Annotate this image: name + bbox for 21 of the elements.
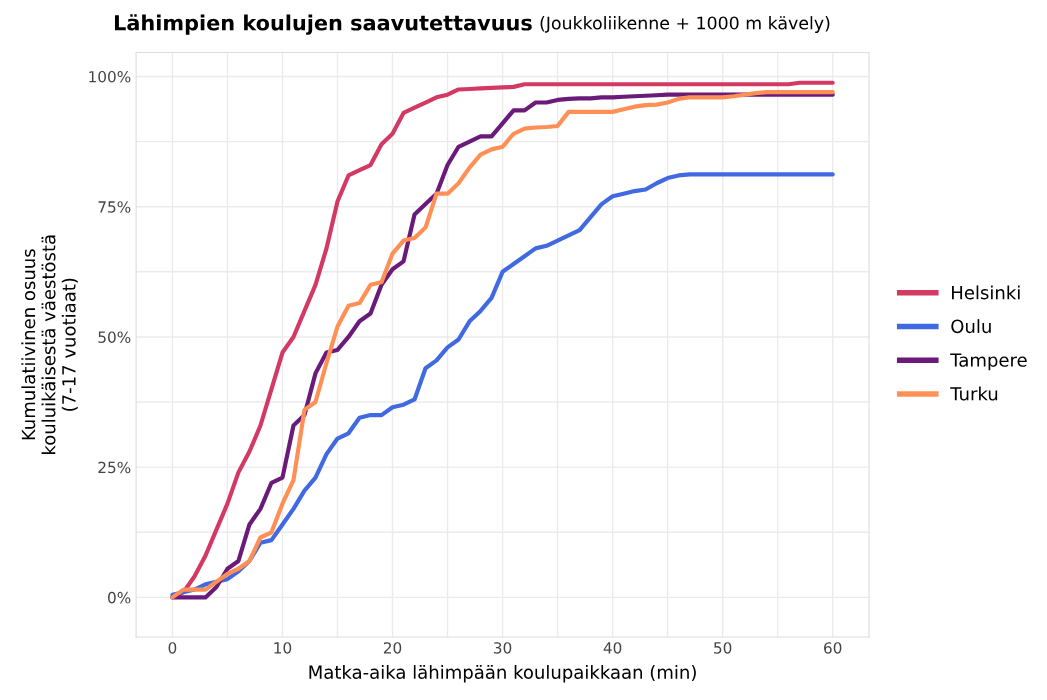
x-tick-label: 10: [274, 642, 292, 654]
y-tick-label: 75%: [98, 201, 131, 213]
x-tick-label: 30: [494, 642, 512, 654]
chart-subtitle: (Joukkoliikenne + 1000 m kävely): [540, 16, 830, 33]
x-tick-label: 0: [168, 642, 177, 654]
legend-label: Turku: [950, 386, 998, 401]
y-tick-label: 25%: [98, 461, 131, 474]
y-tick-label: 100%: [89, 70, 131, 83]
legend-label: Helsinki: [952, 285, 1020, 300]
chart-title: Lähimpien koulujen saavutettavuus: [114, 14, 532, 35]
x-tick-label: 20: [383, 642, 402, 654]
x-tick-label: 40: [603, 642, 622, 654]
y-tick-label: 0%: [108, 591, 131, 604]
x-tick-label: 60: [824, 642, 842, 654]
line-series: [170, 172, 835, 597]
y-axis-title: Kumulatiivinen osuus kouluikäisestä väestöstä (7-17 vuotiaat): [21, 235, 78, 454]
y-tick-label: 50%: [98, 331, 131, 343]
x-tick-label: 50: [714, 642, 732, 654]
x-axis-title: Matka-aika lähimpään koulupaikkaan (min): [309, 664, 696, 683]
legend-label: Tampere: [950, 353, 1027, 371]
legend-label: Oulu: [951, 319, 991, 334]
